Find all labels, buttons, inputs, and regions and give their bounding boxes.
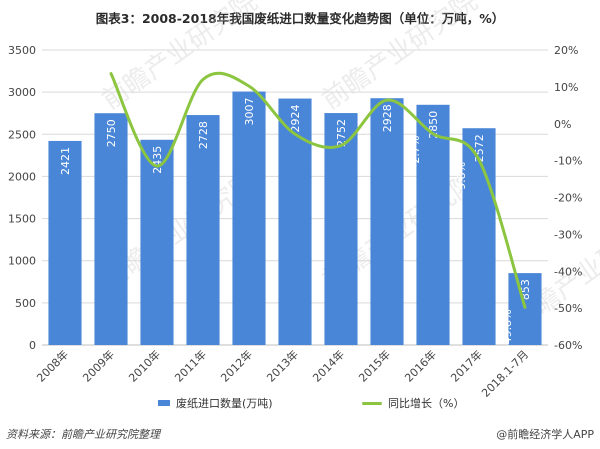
bar-value-label: 3007 — [243, 98, 256, 126]
y-right-tick-label: 10% — [554, 81, 578, 94]
legend-swatch-bar — [158, 400, 170, 406]
x-tick-label: 2009年 — [80, 347, 117, 384]
y-left-tick-label: 500 — [15, 297, 36, 310]
x-tick-label: 2008年 — [34, 347, 71, 384]
legend-item-bar[interactable]: 废纸进口数量(万吨) — [158, 395, 273, 411]
line-value-label: -49.8% — [501, 309, 514, 348]
series-line-growth — [109, 71, 527, 309]
x-tick-label: 2013年 — [264, 347, 301, 384]
y-right-tick-label: -60% — [554, 339, 582, 352]
bar — [94, 113, 128, 345]
source-note: 资料来源：前瞻产业研究院整理 — [6, 428, 160, 441]
brand-label: @前瞻经济学人APP — [496, 428, 594, 441]
bar-value-label: 2435 — [151, 146, 164, 174]
y-left-tick-label: 2000 — [8, 170, 36, 183]
bar-value-label: 2421 — [59, 147, 72, 175]
y-right-tick-label: -40% — [554, 265, 582, 278]
y-right-tick-label: -20% — [554, 192, 582, 205]
y-right-tick-label: 0% — [554, 118, 571, 131]
legend-swatch-line — [362, 401, 382, 405]
bar — [186, 115, 220, 345]
bar — [324, 113, 358, 345]
line-value-label: -9.8% — [455, 162, 468, 194]
y-left-tick-label: 3000 — [8, 86, 36, 99]
bar — [370, 98, 404, 345]
bar-value-label: 2928 — [381, 104, 394, 132]
x-tick-label: 2010年 — [126, 347, 163, 384]
bar-value-label: 2752 — [335, 119, 348, 147]
legend-label-line: 同比增长（%） — [388, 397, 465, 410]
x-tick-label: 2014年 — [310, 347, 347, 384]
x-tick-label: 2011年 — [172, 347, 209, 384]
line-value-label: -2.7% — [409, 136, 422, 168]
bar-value-label: 2924 — [289, 105, 302, 133]
y-left-tick-label: 2500 — [8, 128, 36, 141]
y-right-tick-label: 20% — [554, 44, 578, 57]
bar — [416, 104, 450, 346]
bar — [462, 128, 496, 345]
x-tick-label: 2017年 — [448, 347, 485, 384]
bar — [48, 140, 82, 345]
y-left-tick-label: 1500 — [8, 213, 36, 226]
x-tick-label: 2016年 — [402, 347, 439, 384]
x-tick-label: 2018.1-7月 — [479, 348, 531, 400]
y-right-tick-label: -30% — [554, 228, 582, 241]
x-tick-label: 2015年 — [356, 347, 393, 384]
x-tick-label: 2012年 — [218, 347, 255, 384]
bar-value-label: 2750 — [105, 119, 118, 147]
bar-value-label: 2728 — [197, 121, 210, 149]
chart-title: 图表3：2008-2018年我国废纸进口数量变化趋势图（单位：万吨，%） — [95, 11, 505, 26]
y-right-tick-label: -10% — [554, 155, 582, 168]
bar — [140, 139, 174, 345]
legend-item-line[interactable]: 同比增长（%） — [362, 395, 464, 411]
legend-label-bar: 废纸进口数量(万吨) — [176, 397, 273, 410]
bar — [232, 91, 266, 345]
y-right-tick-label: -50% — [554, 302, 582, 315]
y-left-tick-label: 0 — [29, 339, 36, 352]
bar — [508, 273, 542, 345]
y-left-tick-label: 3500 — [8, 44, 36, 57]
y-left-tick-label: 1000 — [8, 255, 36, 268]
